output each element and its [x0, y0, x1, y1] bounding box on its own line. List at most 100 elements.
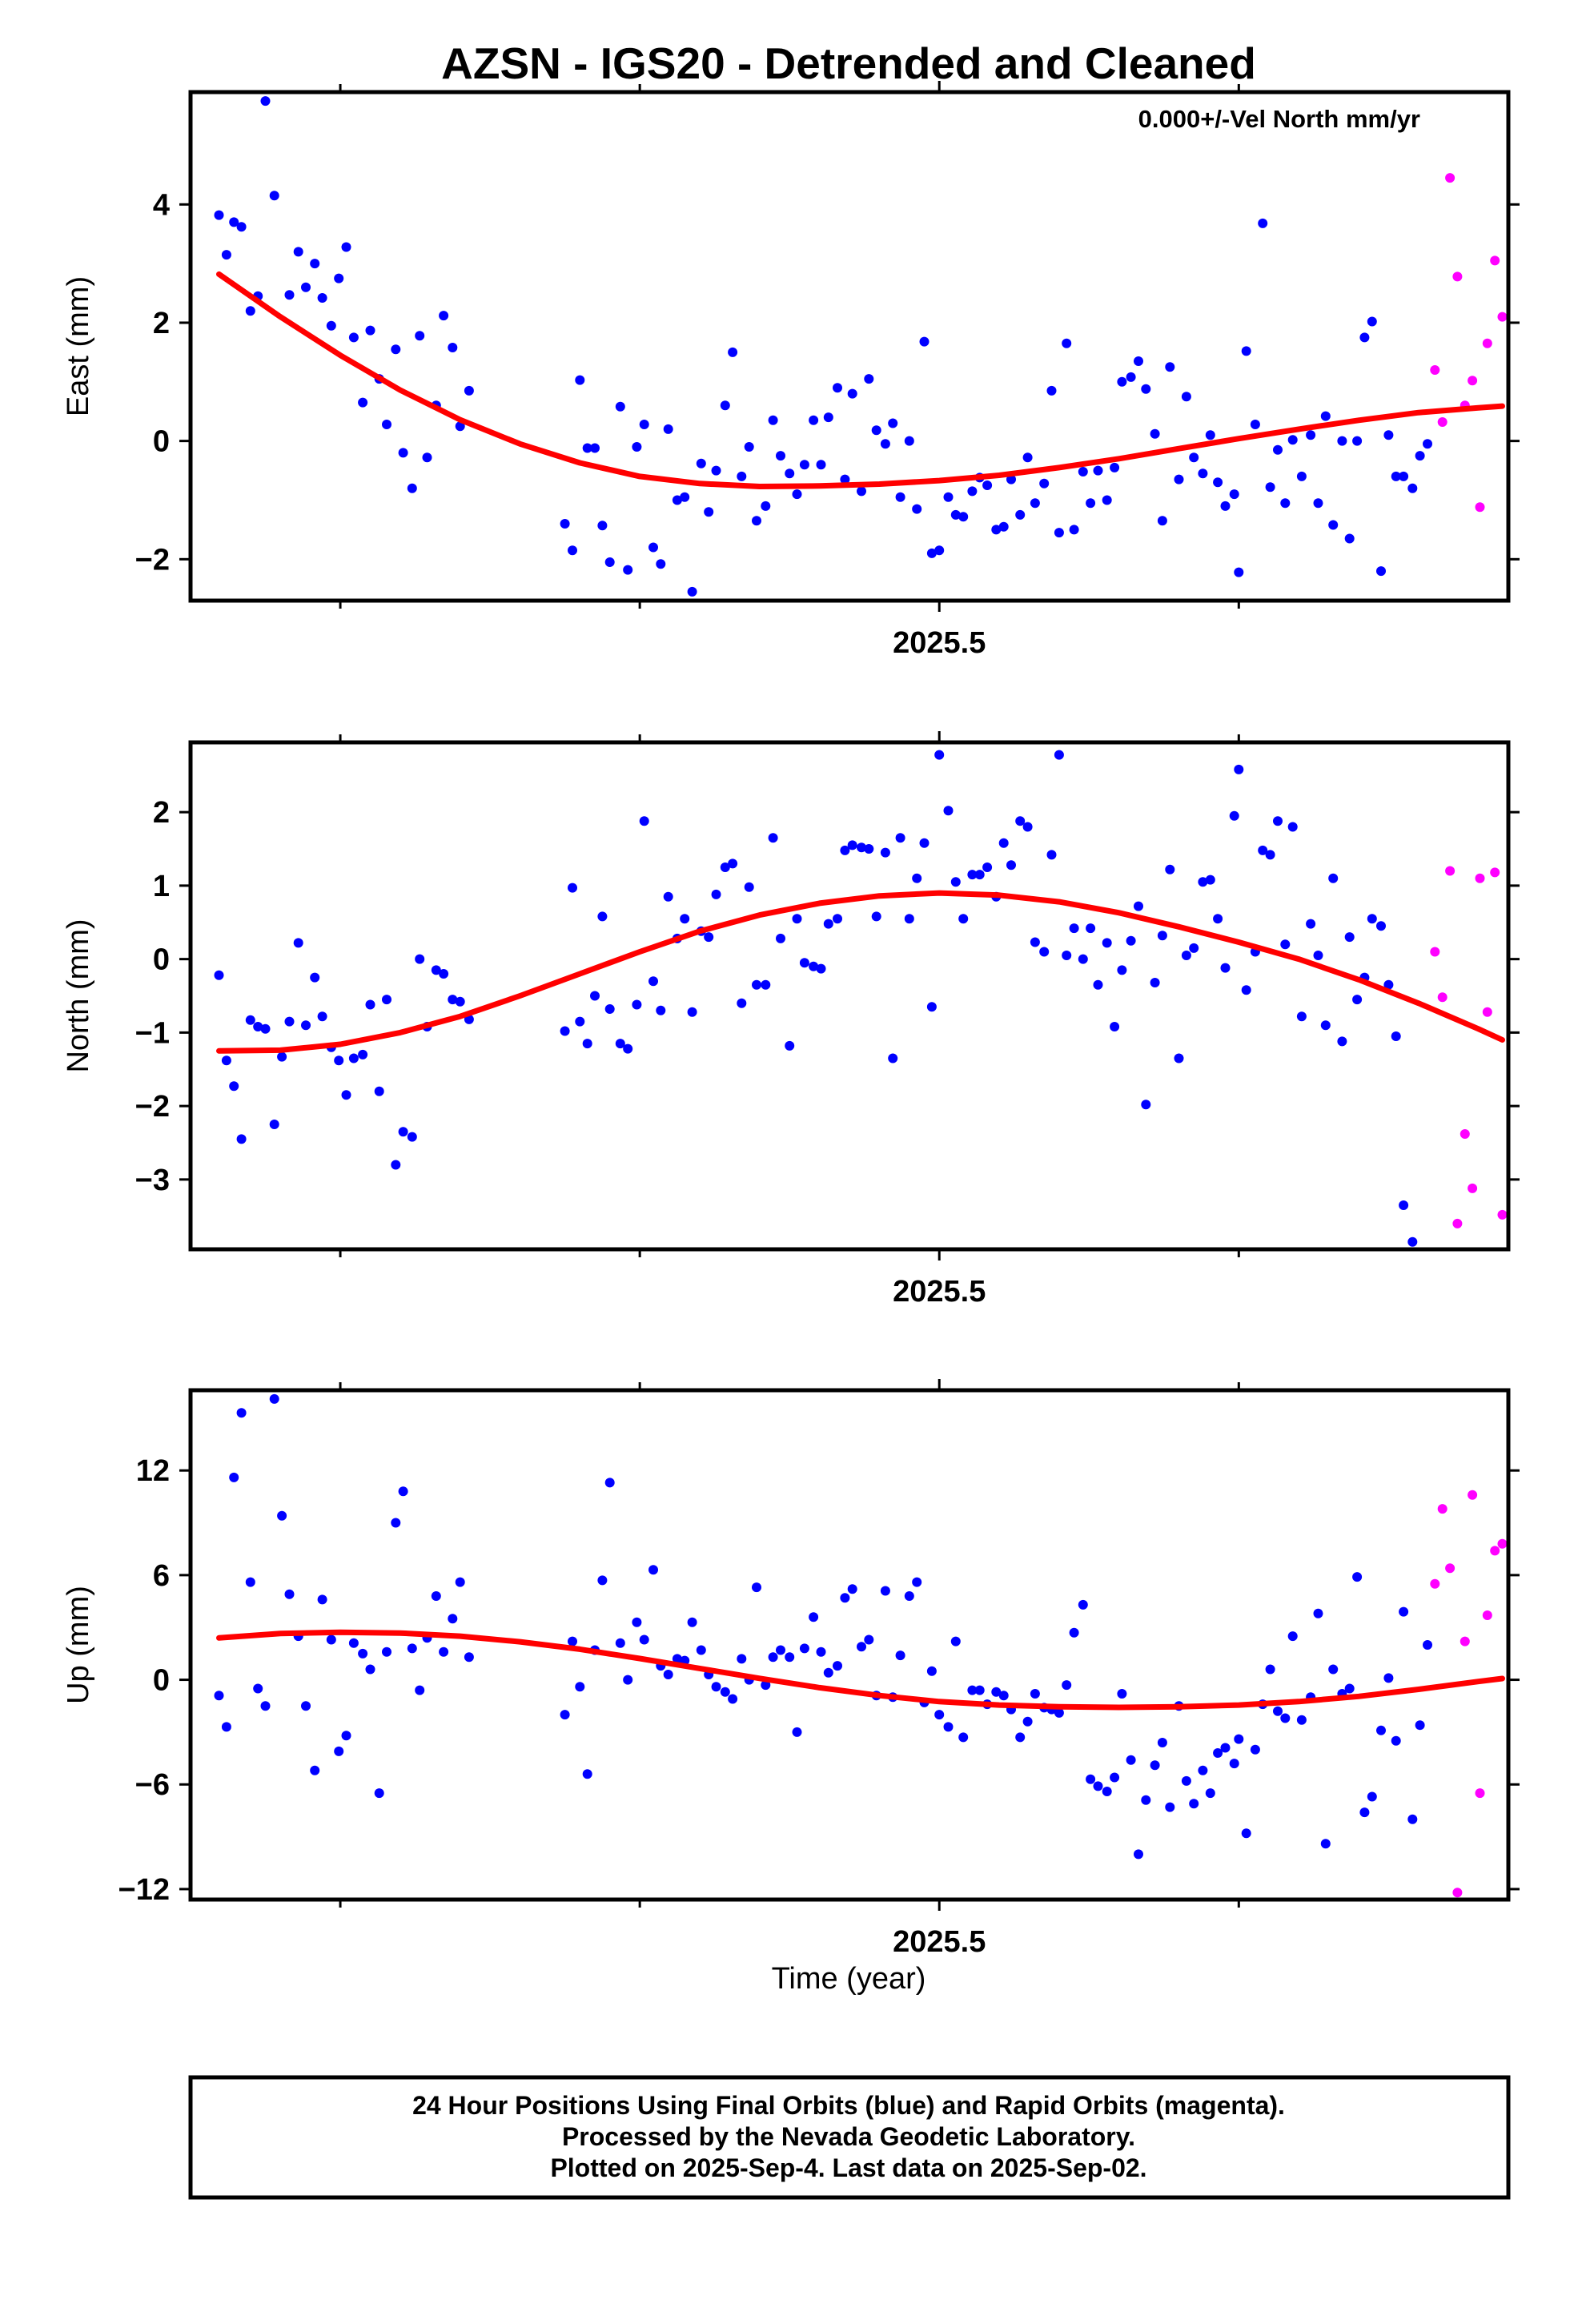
- up-final-point: [639, 1634, 649, 1645]
- east-final-point: [284, 290, 295, 300]
- up-final-point: [597, 1575, 608, 1586]
- east-final-point: [728, 347, 738, 357]
- up-y-axis-label: Up (mm): [62, 1586, 95, 1704]
- north-final-point: [823, 919, 833, 929]
- east-rapid-point: [1490, 255, 1500, 266]
- east-final-point: [696, 458, 706, 468]
- north-final-point: [768, 833, 778, 843]
- east-final-point: [341, 242, 351, 252]
- east-final-point: [1258, 218, 1268, 228]
- up-plot-frame: [188, 1388, 1511, 1902]
- up-final-point: [1383, 1673, 1394, 1683]
- east-final-point: [632, 442, 642, 452]
- north-final-point: [785, 1040, 795, 1051]
- up-final-point: [455, 1577, 465, 1587]
- up-final-point: [1241, 1828, 1251, 1839]
- north-final-point: [792, 914, 802, 924]
- north-final-point: [1205, 875, 1215, 885]
- up-final-point: [1320, 1839, 1331, 1849]
- up-final-point: [1189, 1799, 1199, 1809]
- up-final-point: [269, 1393, 279, 1404]
- up-final-point: [761, 1680, 771, 1691]
- north-final-point: [1022, 822, 1033, 832]
- up-final-point: [696, 1645, 706, 1655]
- up-final-point: [1407, 1814, 1418, 1824]
- north-final-point: [1015, 816, 1026, 826]
- east-final-point: [1383, 430, 1394, 440]
- up-final-point: [1205, 1788, 1215, 1799]
- east-final-point: [1320, 411, 1331, 421]
- east-final-point: [1054, 528, 1064, 538]
- east-final-point: [365, 325, 375, 336]
- up-rapid-point: [1430, 1578, 1440, 1589]
- up-final-point: [857, 1642, 866, 1652]
- north-final-point: [1006, 860, 1016, 870]
- east-final-point: [1367, 316, 1377, 327]
- east-final-point: [792, 489, 802, 500]
- up-rapid-point: [1452, 1888, 1463, 1898]
- up-final-point: [912, 1577, 922, 1587]
- east-final-point: [895, 492, 905, 502]
- east-final-point: [809, 415, 819, 425]
- north-final-point: [1093, 979, 1103, 990]
- north-final-point: [950, 877, 961, 887]
- east-final-point: [1391, 471, 1401, 481]
- north-final-point: [1376, 921, 1386, 931]
- north-final-point: [687, 1007, 697, 1017]
- up-final-point: [672, 1654, 682, 1664]
- up-final-point: [341, 1731, 351, 1741]
- up-final-point: [998, 1691, 1009, 1701]
- up-final-point: [1273, 1706, 1283, 1716]
- east-final-point: [1344, 533, 1355, 544]
- east-final-point: [950, 509, 961, 520]
- up-final-point: [604, 1478, 615, 1488]
- east-final-point: [799, 460, 809, 470]
- north-final-point: [904, 914, 914, 924]
- up-final-point: [1102, 1787, 1112, 1796]
- north-final-point: [221, 1055, 231, 1066]
- up-final-point: [974, 1685, 985, 1695]
- north-final-point: [1213, 914, 1223, 924]
- east-final-point: [991, 525, 1002, 535]
- north-final-point: [943, 806, 954, 816]
- up-final-point: [1328, 1664, 1339, 1675]
- east-xtick-label: 2025.5: [893, 626, 986, 660]
- north-final-point: [1383, 979, 1394, 990]
- east-final-point: [1241, 346, 1251, 356]
- north-final-point: [229, 1081, 239, 1092]
- up-final-point: [407, 1643, 417, 1654]
- east-final-point: [761, 501, 771, 511]
- north-final-point: [269, 1120, 279, 1129]
- north-final-point: [1280, 939, 1291, 950]
- east-final-point: [663, 424, 673, 434]
- up-final-point: [1086, 1774, 1096, 1784]
- north-final-point: [639, 816, 649, 826]
- north-final-point: [799, 958, 809, 968]
- north-final-point: [455, 996, 465, 1007]
- north-rapid-point: [1452, 1218, 1463, 1228]
- velocity-annotation: 0.000+/-Vel North mm/yr: [1138, 105, 1420, 133]
- north-final-point: [663, 891, 673, 902]
- east-final-point: [1306, 430, 1316, 440]
- up-final-point: [1213, 1748, 1223, 1758]
- north-final-point: [1141, 1100, 1151, 1110]
- north-final-point: [1241, 985, 1251, 995]
- north-final-point: [1157, 931, 1167, 941]
- east-final-point: [1039, 478, 1050, 489]
- up-final-point: [277, 1510, 287, 1521]
- east-final-point: [1181, 392, 1191, 402]
- up-final-point: [958, 1732, 969, 1743]
- north-final-point: [704, 932, 714, 943]
- east-final-point: [840, 474, 850, 485]
- east-rapid-point: [1437, 417, 1447, 427]
- up-final-point: [1198, 1765, 1208, 1775]
- east-final-point: [888, 418, 898, 428]
- east-final-point: [1423, 439, 1432, 449]
- up-final-point: [847, 1584, 857, 1594]
- north-final-point: [236, 1134, 247, 1144]
- up-final-point: [431, 1591, 441, 1601]
- up-final-point: [823, 1667, 833, 1678]
- north-final-point: [1150, 978, 1160, 987]
- up-final-point: [1220, 1743, 1231, 1753]
